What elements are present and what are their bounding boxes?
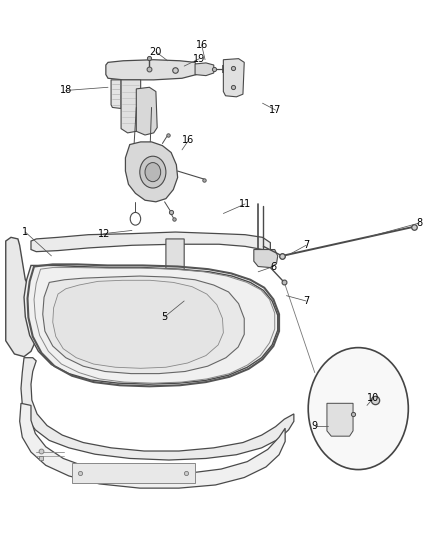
Polygon shape [21,358,294,460]
Text: 20: 20 [150,47,162,56]
Polygon shape [327,403,353,436]
Text: 12: 12 [98,229,110,239]
Text: 16: 16 [195,40,208,50]
Polygon shape [53,280,223,368]
Polygon shape [31,232,270,255]
Text: 9: 9 [312,421,318,431]
Polygon shape [136,87,157,135]
Polygon shape [254,249,278,268]
Polygon shape [20,403,285,488]
Polygon shape [121,80,141,133]
Text: 5: 5 [162,312,168,322]
Text: 11: 11 [239,199,251,209]
Polygon shape [223,59,244,97]
Circle shape [308,348,408,470]
Text: 7: 7 [303,296,309,306]
Text: 18: 18 [60,85,72,95]
Polygon shape [106,60,196,80]
Polygon shape [166,239,184,292]
Text: 1: 1 [22,227,28,237]
Text: 10: 10 [367,393,380,403]
Polygon shape [195,63,214,76]
Text: 7: 7 [303,240,309,251]
Polygon shape [6,237,37,357]
Polygon shape [43,276,244,374]
Text: 8: 8 [416,218,422,228]
Circle shape [145,163,161,182]
Text: 17: 17 [269,105,282,115]
Text: 6: 6 [270,262,276,271]
Polygon shape [125,142,178,202]
Text: 19: 19 [193,54,205,63]
Circle shape [140,156,166,188]
Polygon shape [24,265,278,384]
Polygon shape [111,80,121,109]
Polygon shape [72,463,195,483]
Text: 16: 16 [182,135,194,146]
